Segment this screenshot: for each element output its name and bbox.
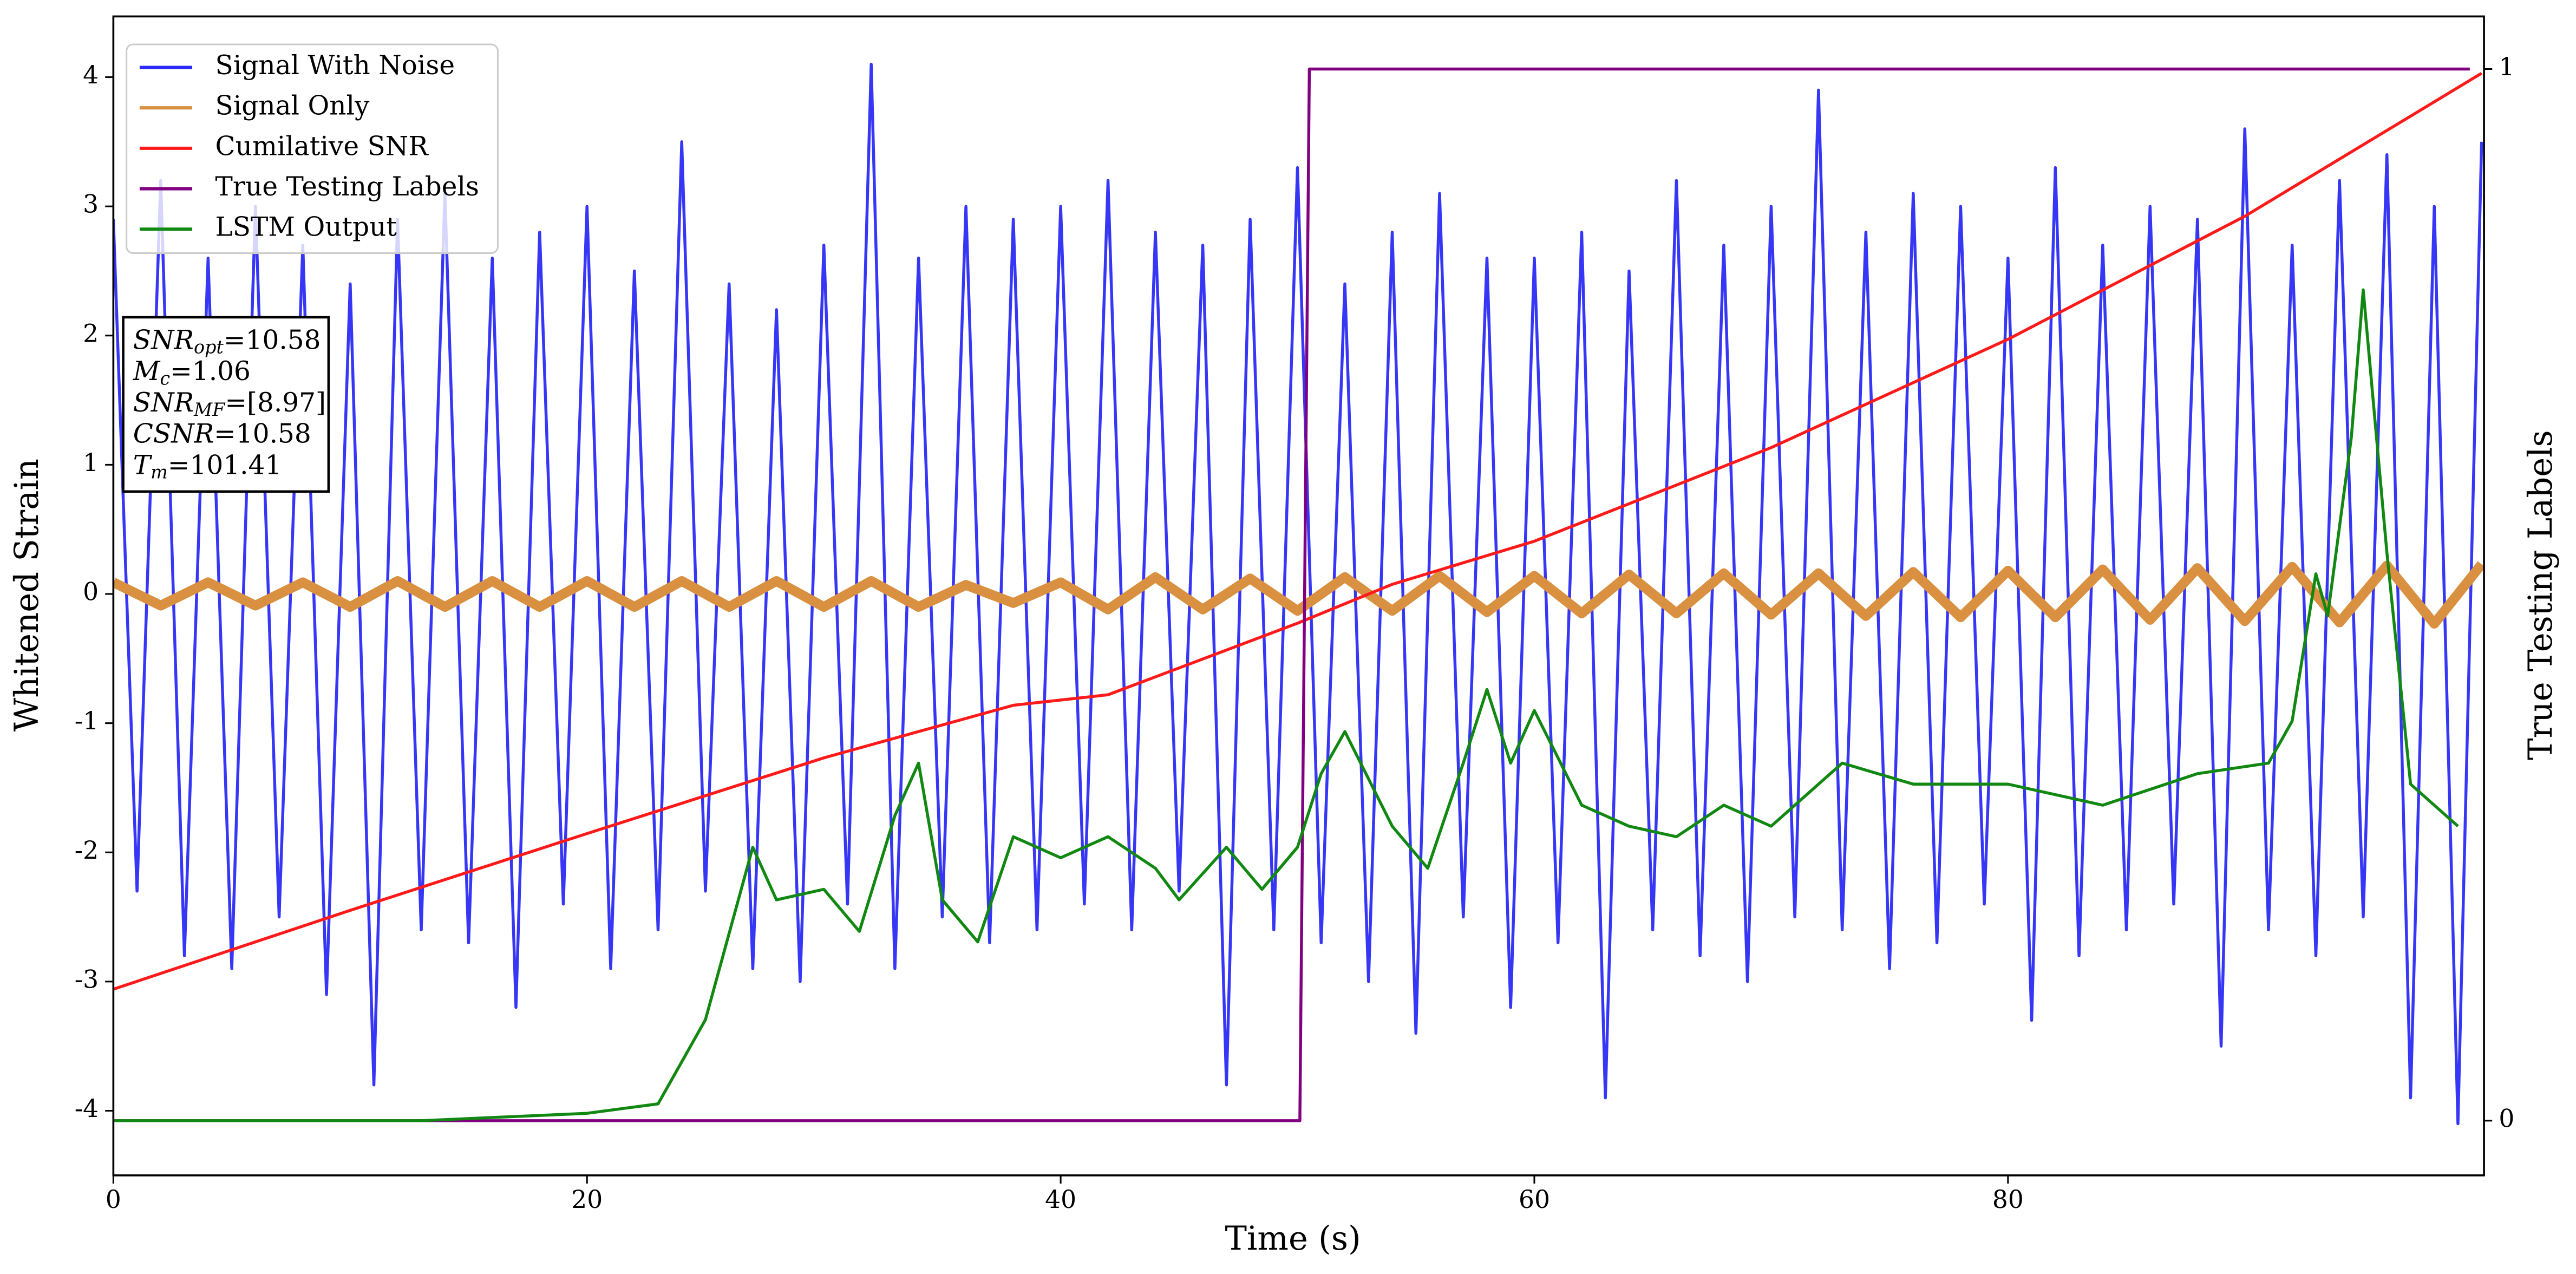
x-tick-label: 20 — [571, 1185, 603, 1214]
x-tick-label: 60 — [1519, 1185, 1550, 1214]
x-tick-label: 40 — [1045, 1185, 1076, 1214]
annotation-value: =1.06 — [170, 356, 251, 387]
legend-label: Signal With Noise — [215, 50, 455, 81]
annotation-symbol: M — [133, 356, 161, 387]
annotation-line: Tm=101.41 — [133, 450, 282, 483]
y-tick-label: -3 — [75, 965, 99, 994]
plot-frame — [112, 15, 2485, 1177]
annotation-value: =10.58 — [224, 325, 321, 355]
y-tick-label: -2 — [75, 836, 99, 865]
y-tick-label: 2 — [83, 319, 99, 348]
annotation-value: =[8.97] — [225, 387, 326, 417]
y-axis-label: Whitened Strain — [8, 459, 46, 731]
annotation-value: =101.41 — [168, 450, 282, 480]
y-tick-label: -4 — [75, 1094, 99, 1123]
annotation-subscript: MF — [193, 399, 226, 420]
x-tick-label: 0 — [106, 1185, 121, 1214]
plot-area — [113, 62, 2485, 1126]
annotation-line: SNRopt=10.58 — [133, 325, 321, 358]
legend: Signal With Noise Signal Only Cumilative S… — [126, 43, 499, 254]
series-line — [113, 67, 2470, 1122]
series-line — [113, 288, 2459, 1122]
annotation-symbol: SNR — [133, 325, 194, 355]
series-line — [113, 71, 2483, 991]
legend-box — [126, 43, 499, 254]
annotation-line: Mc=1.06 — [133, 356, 251, 389]
annotation: SNRopt=10.58Mc=1.06SNRMF=[8.97]CSNR=10.5… — [122, 316, 330, 493]
annotation-line: CSNR=10.58 — [133, 419, 311, 449]
legend-label: LSTM Output — [215, 212, 397, 243]
series-line — [113, 62, 2483, 1126]
annotation-symbol: SNR — [133, 387, 194, 417]
annotation-line: SNRMF=[8.97] — [133, 387, 326, 420]
y-tick-label: 1 — [83, 448, 99, 477]
y-tick-label: 0 — [83, 578, 99, 606]
legend-label: Cumilative SNR — [215, 131, 429, 161]
x-axis-label: Time (s) — [1225, 1220, 1361, 1258]
legend-label: True Testing Labels — [215, 172, 479, 202]
x-tick-label: 80 — [1992, 1185, 2024, 1214]
annotation-value: =10.58 — [214, 419, 311, 449]
y-tick-label: -1 — [75, 707, 99, 735]
annotation-box — [122, 316, 330, 493]
annotation-subscript: m — [151, 461, 168, 482]
y2-axis-label: True Testing Labels — [2522, 430, 2560, 760]
y2-tick-label: 0 — [2499, 1104, 2514, 1133]
annotation-subscript: opt — [194, 337, 224, 358]
y-tick-label: 3 — [83, 190, 99, 219]
series-line — [113, 560, 2485, 629]
annotation-subscript: c — [160, 368, 170, 389]
annotation-symbol: CSNR — [133, 419, 214, 449]
y-tick-label: 4 — [83, 61, 99, 89]
legend-label: Signal Only — [215, 91, 370, 121]
annotation-symbol: T — [133, 450, 153, 480]
y2-tick-label: 1 — [2499, 53, 2514, 81]
